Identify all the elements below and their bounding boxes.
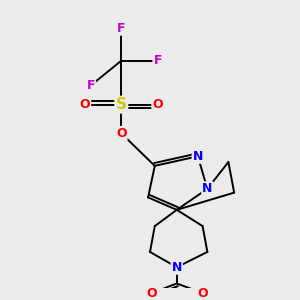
Text: O: O	[197, 286, 208, 299]
Text: O: O	[80, 98, 90, 111]
Text: S: S	[116, 97, 127, 112]
Text: O: O	[152, 98, 163, 111]
Text: F: F	[117, 22, 126, 35]
Text: N: N	[172, 261, 182, 274]
Text: F: F	[153, 54, 162, 67]
Text: O: O	[116, 127, 127, 140]
Text: N: N	[202, 182, 213, 195]
Text: F: F	[86, 79, 95, 92]
Text: O: O	[147, 286, 157, 299]
Text: N: N	[193, 150, 203, 163]
